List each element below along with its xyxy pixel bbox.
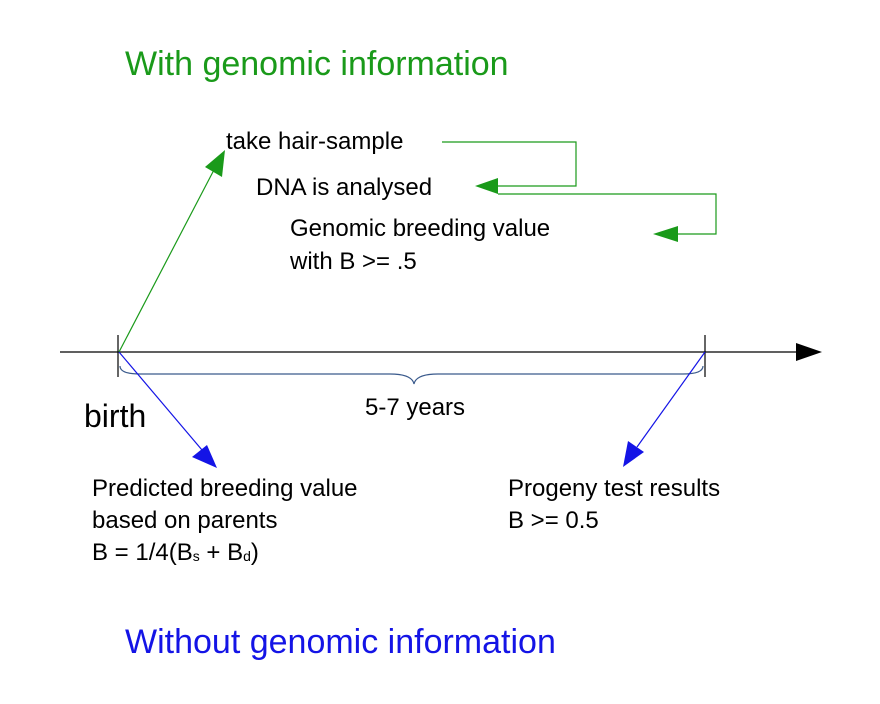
predicted-arrowhead xyxy=(192,445,217,468)
progeny-line2: B >= 0.5 xyxy=(508,507,599,534)
formula-mid: + B xyxy=(199,539,244,566)
progeny-line1: Progeny test results xyxy=(508,475,721,502)
birth-to-predicted-line xyxy=(118,351,203,451)
dna-arrowhead xyxy=(475,178,498,194)
dna-to-gbv-connector xyxy=(498,193,717,235)
timeline-arrowhead xyxy=(796,343,822,361)
top-heading: With genomic information xyxy=(125,45,509,83)
hair-to-dna-connector xyxy=(442,141,577,187)
progeny-arrowhead xyxy=(623,441,644,467)
predicted-line1: Predicted breeding value xyxy=(92,475,358,502)
predicted-formula: B = 1/4(Bs + Bd) xyxy=(92,541,259,565)
formula-sub-s: s xyxy=(192,548,200,564)
formula-suffix: ) xyxy=(250,539,259,566)
dna-label: DNA is analysed xyxy=(256,174,433,201)
bottom-heading: Without genomic information xyxy=(125,623,556,661)
hair-sample-label: take hair-sample xyxy=(226,128,404,155)
hair-sample-arrowhead xyxy=(205,150,225,177)
formula-sub-d: d xyxy=(243,548,251,564)
years-brace xyxy=(119,365,704,385)
gbv-arrowhead xyxy=(653,226,678,242)
birth-label: birth xyxy=(84,398,147,434)
gbv-label-line1: Genomic breeding value xyxy=(290,215,551,242)
end-to-progeny-line xyxy=(636,351,706,448)
gbv-label-line2: with B >= .5 xyxy=(290,248,417,275)
predicted-line2: based on parents xyxy=(92,507,278,534)
span-label: 5-7 years xyxy=(365,394,466,421)
formula-prefix: B = 1/4(B xyxy=(92,539,193,566)
birth-to-hair-sample-line xyxy=(118,165,217,353)
